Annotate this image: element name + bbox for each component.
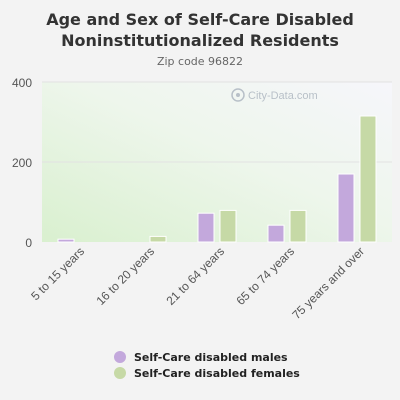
x-tick-label: 65 to 74 years xyxy=(233,244,297,308)
legend-swatch-males xyxy=(114,351,126,363)
x-tick-label: 21 to 64 years xyxy=(163,244,227,308)
legend-swatch-females xyxy=(114,367,126,379)
x-tick-label: 16 to 20 years xyxy=(93,244,157,308)
chart-title: Age and Sex of Self-Care Disabled Nonins… xyxy=(46,10,354,50)
bar-males xyxy=(57,238,75,243)
legend-label-males: Self-Care disabled males xyxy=(134,350,288,364)
watermark: City-Data.com xyxy=(231,88,318,102)
bar-females xyxy=(219,209,237,243)
legend: Self-Care disabled males Self-Care disab… xyxy=(114,349,300,381)
bar-females xyxy=(359,115,377,243)
bar-males xyxy=(337,173,355,243)
watermark-text: City-Data.com xyxy=(248,90,318,102)
y-tick-label: 0 xyxy=(25,236,32,250)
y-tick-label: 400 xyxy=(12,76,32,90)
x-tick-label: 5 to 15 years xyxy=(28,244,87,303)
bar-females xyxy=(289,209,307,243)
legend-item-males: Self-Care disabled males xyxy=(114,349,300,365)
bar-males xyxy=(197,212,215,243)
bar-females xyxy=(149,235,167,243)
x-tick-label: 75 years and over xyxy=(289,244,367,322)
legend-label-females: Self-Care disabled females xyxy=(134,366,300,380)
bar-males xyxy=(267,224,285,243)
legend-item-females: Self-Care disabled females xyxy=(114,365,300,381)
y-tick-label: 200 xyxy=(12,156,32,170)
chart-subtitle: Zip code 96822 xyxy=(156,55,244,68)
